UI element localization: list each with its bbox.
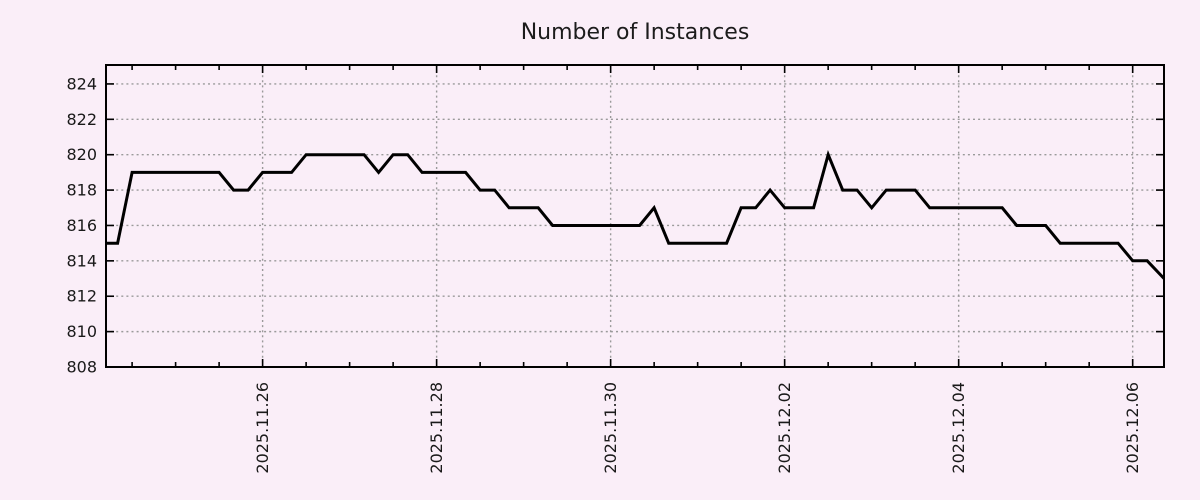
y-tick-label: 812 xyxy=(66,287,97,306)
y-tick-label: 824 xyxy=(66,74,97,93)
x-tick-label: 2025.11.30 xyxy=(601,382,620,474)
y-tick-label: 808 xyxy=(66,358,97,377)
y-tick-label: 820 xyxy=(66,145,97,164)
y-tick-label: 814 xyxy=(66,251,97,270)
x-tick-label: 2025.12.02 xyxy=(775,382,794,474)
x-tick-label: 2025.11.28 xyxy=(427,382,446,474)
x-tick-label: 2025.11.26 xyxy=(253,382,272,474)
gridlines xyxy=(106,65,1164,367)
y-tick-label: 816 xyxy=(66,216,97,235)
series-line xyxy=(106,150,1166,280)
y-tick-label: 810 xyxy=(66,322,97,341)
plot-border xyxy=(105,64,1165,368)
x-tick-label: 2025.12.04 xyxy=(949,382,968,474)
chart-title: Number of Instances xyxy=(521,20,750,45)
y-tick-label: 822 xyxy=(66,110,97,129)
axis-ticks xyxy=(106,65,1164,368)
tick-labels: 808 810 812 814 816 818 820 822 824 2025.11.26 202… xyxy=(66,74,1142,473)
x-tick-label: 2025.12.06 xyxy=(1123,382,1142,474)
y-tick-label: 818 xyxy=(66,181,97,200)
